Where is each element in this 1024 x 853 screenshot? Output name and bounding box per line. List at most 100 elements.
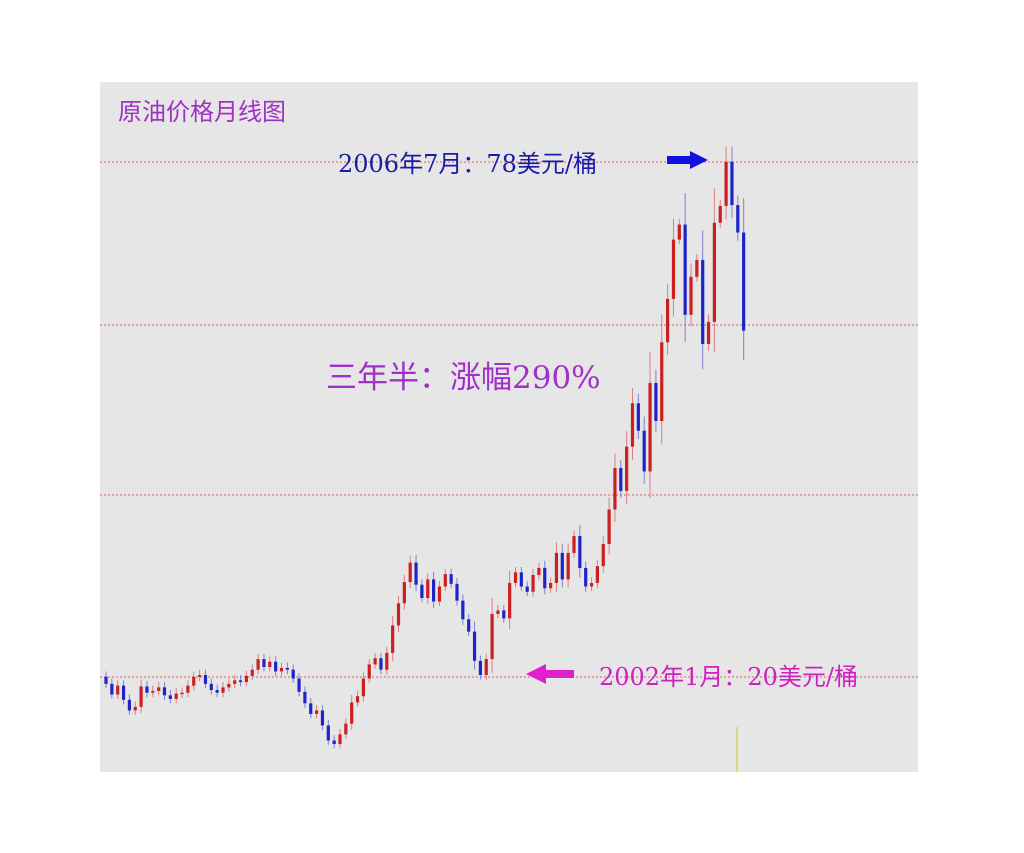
candle-body	[367, 664, 371, 679]
candle-body	[730, 161, 734, 206]
candle-body	[121, 685, 126, 700]
candle-body	[198, 675, 202, 677]
candle-body	[426, 579, 430, 599]
candle-body	[566, 552, 570, 580]
annotation-high: 2006年7月：78美元/桶	[338, 150, 597, 178]
candle-body	[174, 693, 178, 699]
candle-body	[127, 699, 131, 711]
candle-body	[519, 572, 523, 587]
candle-body	[630, 403, 635, 447]
candle-body	[157, 687, 161, 691]
candle-body	[250, 669, 254, 676]
candle-body	[285, 667, 289, 670]
candle-body	[467, 619, 471, 632]
candle-body	[572, 536, 576, 553]
candle-body	[203, 675, 208, 684]
candle-body	[625, 446, 629, 491]
candle-body	[209, 683, 213, 691]
candle-body	[256, 659, 260, 670]
candle-body	[461, 600, 465, 620]
candle-body	[391, 625, 395, 653]
candle-body	[660, 342, 664, 422]
candle-body	[496, 610, 500, 614]
candle-body	[344, 723, 348, 735]
candle-body	[274, 661, 278, 672]
candle-body	[110, 683, 114, 695]
arrows	[526, 151, 708, 684]
candle-body	[338, 734, 342, 745]
chart-panel	[100, 82, 918, 772]
annotation-gain: 三年半：涨幅290%	[326, 360, 601, 396]
candle-body	[332, 740, 336, 745]
candle-body	[297, 678, 301, 692]
candle-body	[279, 667, 284, 672]
candle-body	[601, 544, 605, 567]
candlestick-chart	[100, 146, 918, 772]
candle-body	[151, 690, 155, 693]
candle-body	[320, 710, 325, 726]
candle-body	[701, 259, 705, 345]
candle-body	[718, 205, 722, 223]
candle-body	[139, 686, 143, 707]
candle-body	[361, 678, 365, 697]
candle-body	[227, 683, 231, 688]
grid-lines	[100, 161, 918, 678]
candle-body	[654, 382, 658, 422]
candle-body	[724, 161, 728, 206]
candle-body	[648, 382, 652, 472]
candle-body	[677, 224, 681, 240]
candle-body	[350, 702, 354, 724]
candle-body	[449, 574, 453, 584]
candle-body	[560, 552, 564, 580]
candle-body	[706, 321, 711, 345]
candle-body	[145, 686, 149, 693]
candle-body	[554, 552, 559, 583]
candle-body	[613, 467, 617, 510]
candle-body	[472, 631, 477, 661]
candle-body	[689, 276, 693, 315]
candle-body	[291, 669, 295, 679]
candle-body	[186, 685, 190, 693]
candle-body	[268, 661, 272, 668]
candle-body	[543, 567, 547, 589]
candle-body	[513, 572, 518, 583]
candle-body	[233, 680, 237, 684]
candle-body	[221, 687, 225, 693]
candles	[104, 146, 746, 749]
candle-body	[238, 680, 243, 683]
candle-body	[303, 691, 307, 704]
candle-body	[525, 586, 529, 592]
candle-body	[595, 566, 599, 583]
candle-body	[695, 259, 699, 277]
candle-body	[619, 467, 623, 491]
candle-body	[379, 658, 383, 670]
candle-body	[116, 685, 120, 695]
arrow-right-icon	[667, 151, 708, 169]
candle-body	[607, 509, 611, 545]
candle-body	[455, 583, 459, 601]
candle-body	[180, 692, 184, 695]
candle-body	[478, 660, 482, 675]
candle-body	[355, 696, 360, 703]
candle-body	[396, 603, 401, 626]
candle-body	[432, 579, 436, 602]
candle-body	[642, 430, 646, 472]
candle-body	[326, 725, 330, 741]
candle-body	[262, 659, 266, 668]
candle-body	[402, 582, 406, 604]
candle-body	[666, 298, 670, 343]
candle-body	[712, 222, 716, 322]
candle-body	[636, 403, 640, 431]
candle-body	[408, 562, 412, 583]
candle-body	[373, 658, 377, 665]
candle-body	[104, 676, 108, 684]
candle-body	[443, 574, 447, 587]
chart-title: 原油价格月线图	[118, 98, 286, 126]
candle-body	[502, 610, 506, 619]
annotation-low: 2002年1月：20美元/桶	[599, 663, 858, 691]
candle-body	[437, 586, 442, 602]
candle-body	[414, 562, 418, 585]
candle-body	[683, 224, 687, 315]
candle-body	[192, 676, 196, 686]
candle-body	[133, 706, 137, 711]
